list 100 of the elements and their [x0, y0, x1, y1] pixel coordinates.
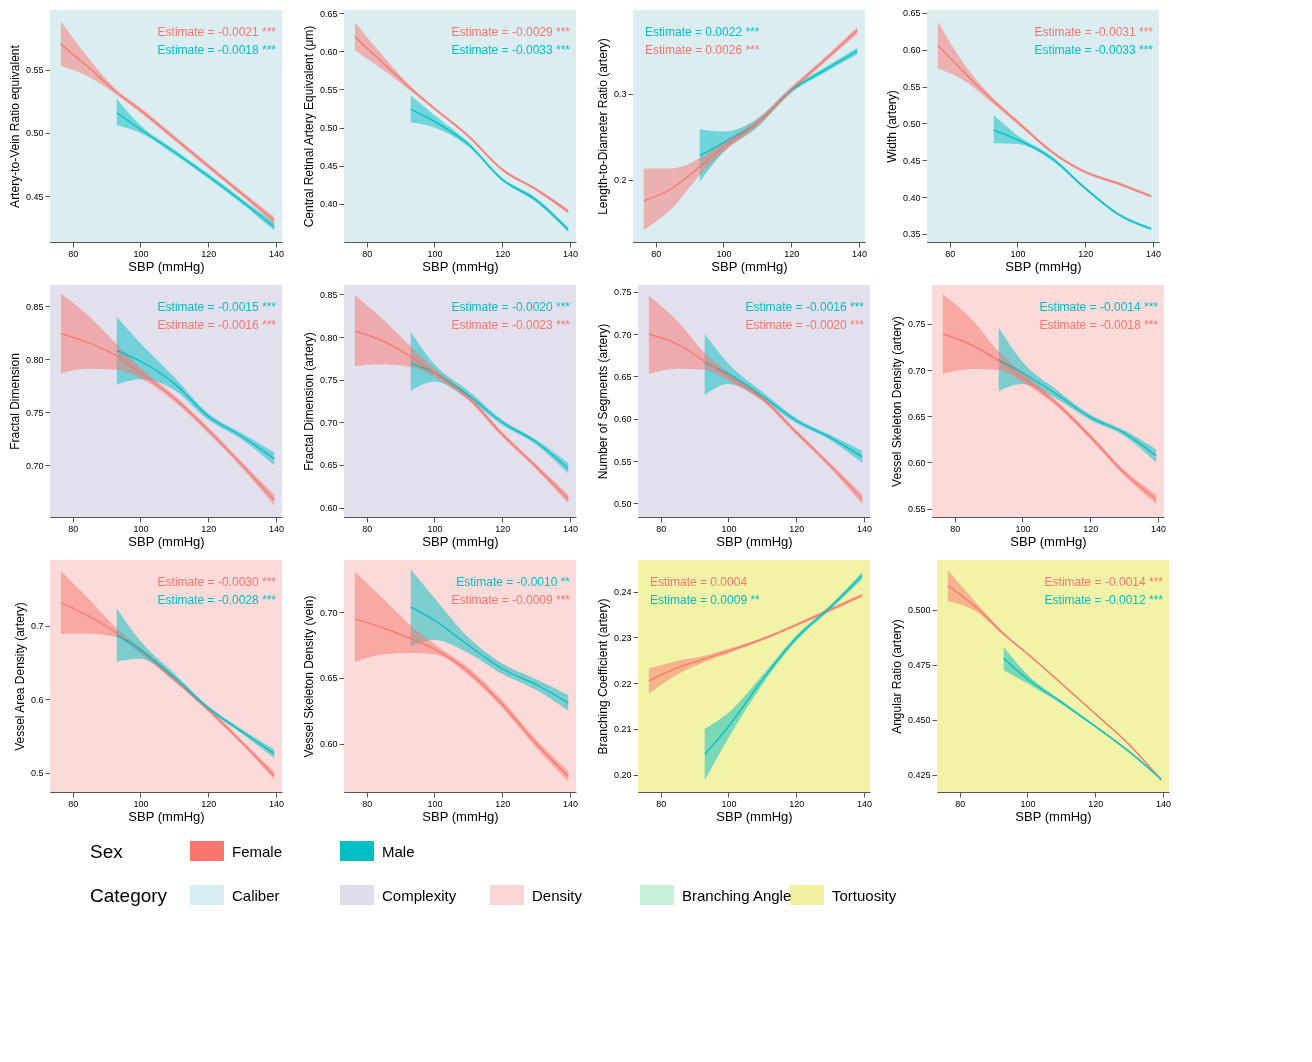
x-tick-label: 120: [201, 248, 217, 259]
y-tick-label: 0.55: [25, 65, 44, 76]
annotation: Estimate = 0.0009 **: [650, 593, 761, 607]
category-label: Complexity: [382, 887, 457, 904]
x-axis-title: SBP (mmHg): [716, 533, 793, 549]
y-tick-label: 0.45: [902, 155, 921, 166]
y-tick-label: 0.20: [613, 770, 632, 781]
y-tick-label: 0.70: [613, 329, 632, 340]
line-series: [410, 606, 569, 704]
y-tick-label: 0.5: [30, 768, 44, 779]
y-tick-label: 0.40: [902, 192, 921, 203]
y-tick-label: 0.70: [25, 460, 44, 471]
x-tick-label: 100: [1010, 248, 1026, 259]
y-axis-title: Central Retinal Artery Equivalent (μm): [301, 25, 316, 228]
y-tick-label: 0.70: [319, 607, 338, 618]
x-tick-label: 100: [133, 248, 149, 259]
x-tick-label: 140: [1155, 798, 1171, 809]
x-axis-title: SBP (mmHg): [711, 258, 788, 274]
y-tick-label: 0.40: [319, 199, 338, 210]
y-tick-label: 0.50: [902, 118, 921, 129]
y-axis-title: Branching Coefficient (artery): [595, 598, 610, 755]
y-tick-label: 0.23: [613, 632, 632, 643]
annotation: Estimate = -0.0028 ***: [157, 593, 277, 607]
x-tick-label: 140: [856, 523, 872, 534]
line-series: [116, 350, 275, 460]
y-tick-label: 0.65: [319, 673, 338, 684]
y-tick-label: 0.60: [613, 414, 632, 425]
x-tick-label: 140: [562, 523, 578, 534]
x-tick-label: 80: [362, 523, 373, 534]
x-tick-label: 120: [1078, 248, 1094, 259]
x-tick-label: 80: [362, 798, 373, 809]
annotation: Estimate = 0.0004: [650, 575, 748, 589]
x-tick-label: 140: [268, 248, 284, 259]
y-axis-title: Vessel Skeleton Density (vein): [301, 595, 316, 758]
x-axis-title: SBP (mmHg): [1005, 258, 1082, 274]
line-series: [116, 634, 275, 755]
x-tick-label: 140: [562, 798, 578, 809]
x-tick-label: 120: [201, 798, 217, 809]
y-tick-label: 0.425: [907, 770, 931, 781]
category-label: Tortuosity: [832, 887, 897, 904]
x-tick-label: 80: [68, 798, 79, 809]
y-tick-label: 0.21: [613, 724, 632, 735]
category-label: Female: [232, 843, 283, 860]
line-series: [704, 362, 863, 458]
x-axis-title: SBP (mmHg): [1015, 808, 1092, 824]
x-tick-label: 80: [651, 248, 662, 259]
x-tick-label: 120: [1083, 523, 1099, 534]
annotation: Estimate = -0.0033 ***: [451, 43, 571, 57]
y-axis-title: Fractal Dimension: [7, 353, 22, 450]
annotation: Estimate = -0.0023 ***: [451, 318, 571, 332]
line-series: [60, 602, 275, 777]
y-tick-label: 0.70: [319, 417, 338, 428]
y-tick-label: 0.55: [902, 82, 921, 93]
y-tick-label: 0.65: [319, 460, 338, 471]
x-tick-label: 80: [68, 248, 79, 259]
x-axis-title: SBP (mmHg): [422, 258, 499, 274]
y-tick-label: 0.75: [25, 407, 44, 418]
x-tick-label: 100: [427, 798, 443, 809]
y-axis-title: Number of Segments (artery): [595, 323, 610, 480]
x-tick-label: 120: [1088, 798, 1104, 809]
y-tick-label: 0.65: [613, 371, 632, 382]
category-label: Male: [382, 843, 415, 860]
y-tick-label: 0.60: [319, 739, 338, 749]
category-label: Density: [532, 887, 583, 904]
line-series: [998, 359, 1157, 457]
y-tick-label: 0.45: [319, 161, 338, 172]
annotation: Estimate = -0.0018 ***: [157, 43, 277, 57]
category-label: Branching Angle: [682, 887, 792, 904]
y-tick-label: 0.50: [25, 128, 44, 139]
line-series: [643, 29, 858, 202]
y-axis-title: Angular Ratio (artery): [889, 619, 904, 734]
annotation: Estimate = -0.0009 ***: [451, 593, 571, 607]
annotation: Estimate = -0.0014 ***: [1044, 575, 1164, 589]
x-axis-title: SBP (mmHg): [422, 533, 499, 549]
y-tick-label: 0.55: [319, 84, 338, 95]
y-tick-label: 0.50: [613, 498, 632, 509]
annotation: Estimate = -0.0018 ***: [1039, 318, 1159, 332]
x-tick-label: 140: [562, 248, 578, 259]
line-series: [942, 333, 1157, 501]
x-axis-title: SBP (mmHg): [1010, 533, 1087, 549]
annotation: Estimate = -0.0030 ***: [157, 575, 277, 589]
x-tick-label: 80: [955, 798, 966, 809]
annotation: Estimate = -0.0021 ***: [157, 25, 277, 39]
annotation: Estimate = -0.0029 ***: [451, 25, 571, 39]
annotation: Estimate = 0.0022 ***: [645, 25, 760, 39]
y-tick-label: 0.475: [907, 660, 931, 671]
x-tick-label: 120: [789, 798, 805, 809]
y-tick-label: 0.60: [319, 46, 338, 57]
annotation: Estimate = -0.0031 ***: [1034, 25, 1154, 39]
x-axis-title: SBP (mmHg): [716, 808, 793, 824]
line-series: [354, 330, 569, 500]
x-tick-label: 140: [1150, 523, 1166, 534]
y-tick-label: 0.75: [613, 287, 632, 298]
x-tick-label: 100: [427, 523, 443, 534]
x-axis-title: SBP (mmHg): [128, 533, 205, 549]
x-tick-label: 120: [789, 523, 805, 534]
x-tick-label: 80: [362, 248, 373, 259]
x-tick-label: 100: [721, 523, 737, 534]
x-axis-title: SBP (mmHg): [422, 808, 499, 824]
legend-title: Sex: [90, 841, 124, 862]
